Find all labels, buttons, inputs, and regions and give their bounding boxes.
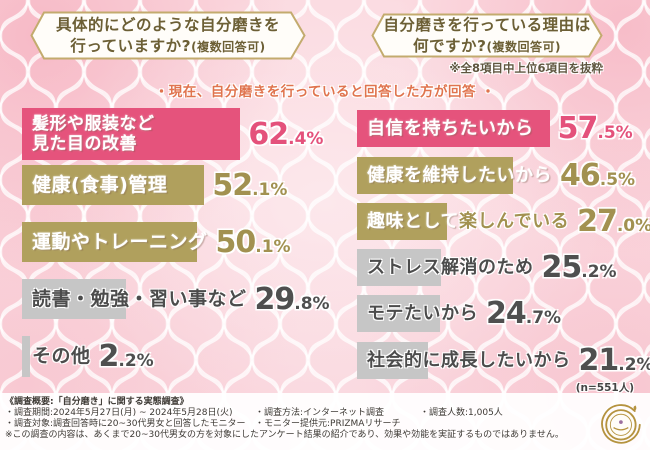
bar-label: 運動やトレーニング: [32, 230, 208, 253]
bar-value: 25.2%: [541, 250, 617, 285]
bar-label: モテたいから: [367, 302, 478, 324]
question-box-left: 具体的にどのような自分磨きを 行っていますか?(複数回答可): [30, 11, 306, 60]
question-right-line2: 何ですか?: [413, 36, 487, 55]
question-right-line1: 自分磨きを行っている理由は: [383, 15, 591, 34]
bar-label: その他: [32, 345, 91, 368]
bar-row: 健康を維持したいから 46.5%: [357, 157, 635, 194]
bar-value: 29.8%: [254, 281, 330, 317]
bar-row: 趣味として楽しんでいる 27.0%: [357, 203, 650, 240]
bar-pink: [22, 108, 241, 160]
chart-self-improvement-activities: 髪形や服装など 見た目の改善 62.4% 健康(食事)管理 52.1% 運動やトレーニング…: [22, 108, 330, 378]
bar-value: 50.1%: [215, 224, 291, 260]
bar-label: 趣味として楽しんでいる: [367, 210, 570, 232]
question-title-right: 自分磨きを行っている理由は 何ですか?(複数回答可): [383, 15, 590, 57]
bar-value: 24.7%: [486, 296, 562, 331]
bar-row: 髪形や服装など 見た目の改善 62.4%: [22, 108, 323, 160]
sample-size-note: (n=551人): [575, 382, 634, 394]
bar-gold: [22, 165, 205, 205]
survey-count: ・調査人数:1,005人: [420, 407, 503, 418]
prizma-emblem-logo-icon: [601, 404, 641, 444]
bar-label: 健康(食事)管理: [32, 173, 168, 196]
survey-target: ・調査対象:調査回答時に20~30代男女と回答したモニター: [5, 418, 246, 429]
bar-pink: [357, 110, 550, 147]
bar-row: 社会的に成長したいから 21.2%: [357, 342, 650, 379]
bar-row: 読書・勉強・習い事など 29.8%: [22, 279, 330, 319]
hexagon-border: [371, 13, 603, 58]
bar-row: ストレス解消のため 25.2%: [357, 249, 617, 286]
survey-disclaimer: ※この調査の内容は、あくまで20~30代男女の方を対象にしたアンケート結果の紹介…: [5, 429, 564, 440]
bar-gray: [357, 342, 429, 379]
bar-gray: [357, 295, 440, 332]
chart-self-improvement-reasons: 自信を持ちたいから 57.5% 健康を維持したいから 46.5% 趣味として楽しんでいる…: [357, 110, 650, 380]
bar-label: 読書・勉強・習い事など: [32, 287, 247, 310]
survey-detail-row-2: ・調査対象:調査回答時に20~30代男女と回答したモニター ・モニター提供元:P…: [5, 419, 650, 430]
bar-value: 46.5%: [560, 158, 636, 193]
top6-of-8-note: ※全8項目中上位6項目を抜粋: [449, 61, 603, 75]
question-left-line2: 行っていますか?: [70, 36, 192, 55]
bar-value: 52.1%: [212, 167, 288, 203]
bar-row: 運動やトレーニング 50.1%: [22, 222, 291, 262]
bar-value: 57.5%: [557, 111, 633, 146]
question-title-left: 具体的にどのような自分磨きを 行っていますか?(複数回答可): [56, 15, 280, 57]
bar-gray: [22, 336, 30, 377]
bar-value: 62.4%: [248, 116, 324, 152]
bar-gold: [22, 222, 198, 262]
survey-method: ・調査方法:インターネット調査: [255, 407, 385, 418]
survey-detail-row-1: ・調査期間:2024年5月27日(月) ~ 2024年5月28日(火) ・調査方…: [5, 408, 650, 419]
bar-label: 健康を維持したいから: [367, 164, 552, 186]
bar-row: その他 2.2%: [22, 336, 154, 377]
bar-value: 21.2%: [578, 343, 650, 378]
bar-label: 社会的に成長したいから: [367, 349, 571, 371]
question-left-sub: (複数回答可): [191, 39, 266, 54]
bar-gold: [357, 203, 448, 240]
bar-gray: [357, 249, 442, 286]
question-box-right: 自分磨きを行っている理由は 何ですか?(複数回答可): [371, 13, 603, 58]
bar-row: 自信を持ちたいから 57.5%: [357, 110, 633, 147]
survey-period: ・調査期間:2024年5月27日(月) ~ 2024年5月28日(火): [5, 407, 233, 418]
bar-label: ストレス解消のため: [367, 256, 534, 278]
bar-gold: [357, 157, 513, 194]
bar-value: 2.2%: [98, 339, 154, 374]
question-left-line1: 具体的にどのような自分磨きを: [55, 15, 280, 34]
survey-overview-title: 《調査概要:「自分磨き」に関する実態調査》: [5, 397, 189, 407]
question-right-sub: (複数回答可): [486, 39, 561, 54]
hexagon-border: [30, 11, 306, 60]
bar-value: 27.0%: [577, 204, 650, 239]
survey-monitor-provider: ・モニター提供元:PRIZMAリサーチ: [255, 418, 401, 429]
respondents-note: ・現在、自分磨きを行っていると回答した方が回答 ・: [154, 84, 496, 100]
bar-label: 自信を持ちたいから: [367, 117, 534, 139]
survey-overview-footer: 《調査概要:「自分磨き」に関する実態調査》 ・調査期間:2024年5月27日(月…: [0, 393, 650, 450]
bar-row: 健康(食事)管理 52.1%: [22, 165, 287, 205]
bar-gray: [22, 279, 127, 319]
bar-label: 髪形や服装など 見た目の改善: [32, 113, 155, 154]
bar-row: モテたいから 24.7%: [357, 295, 561, 332]
